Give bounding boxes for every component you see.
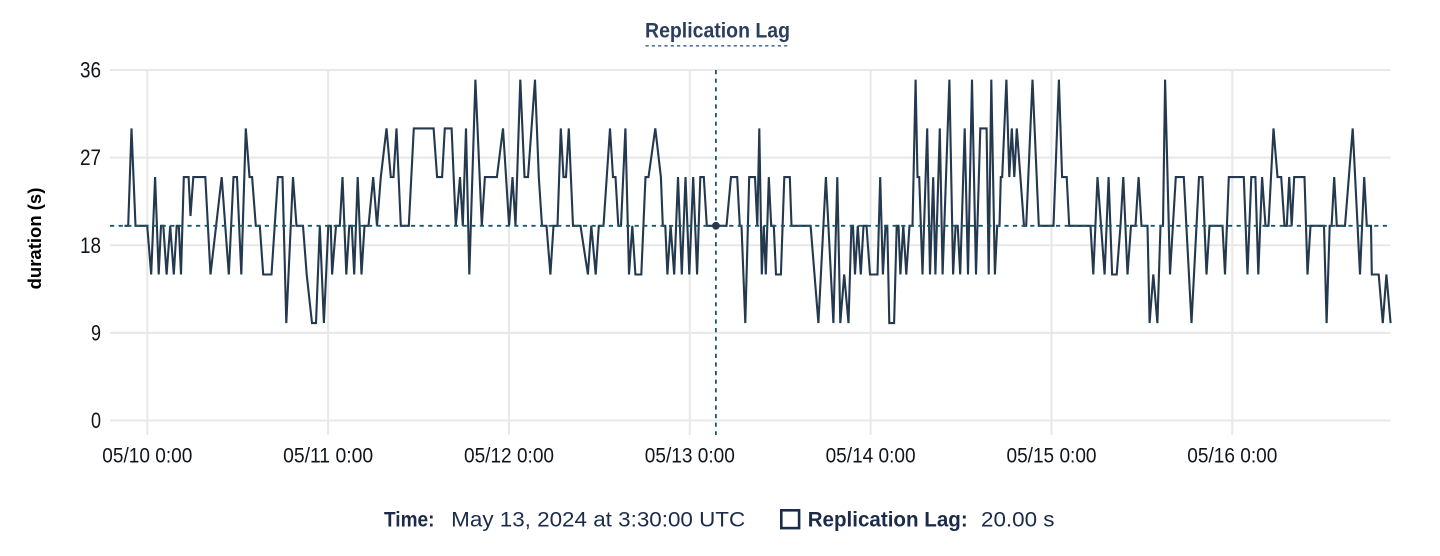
svg-text:20.00 s: 20.00 s [981,508,1055,532]
svg-text:05/15 0:00: 05/15 0:00 [1007,444,1097,468]
svg-text:05/12 0:00: 05/12 0:00 [464,444,554,468]
svg-text:27: 27 [80,145,101,170]
svg-text:05/11 0:00: 05/11 0:00 [283,444,373,468]
svg-text:9: 9 [91,321,101,346]
svg-text:May 13, 2024 at 3:30:00 UTC: May 13, 2024 at 3:30:00 UTC [451,508,745,532]
svg-text:Replication Lag:: Replication Lag: [808,508,968,532]
svg-text:05/16 0:00: 05/16 0:00 [1187,444,1277,468]
svg-text:0: 0 [91,408,101,433]
svg-text:05/13 0:00: 05/13 0:00 [645,444,735,468]
svg-text:Replication Lag: Replication Lag [645,19,790,43]
svg-text:36: 36 [80,58,101,83]
svg-text:duration (s): duration (s) [24,188,45,290]
svg-text:05/10 0:00: 05/10 0:00 [102,444,192,468]
svg-text:Time:: Time: [384,508,435,532]
svg-text:18: 18 [80,233,101,258]
svg-text:05/14 0:00: 05/14 0:00 [826,444,916,468]
